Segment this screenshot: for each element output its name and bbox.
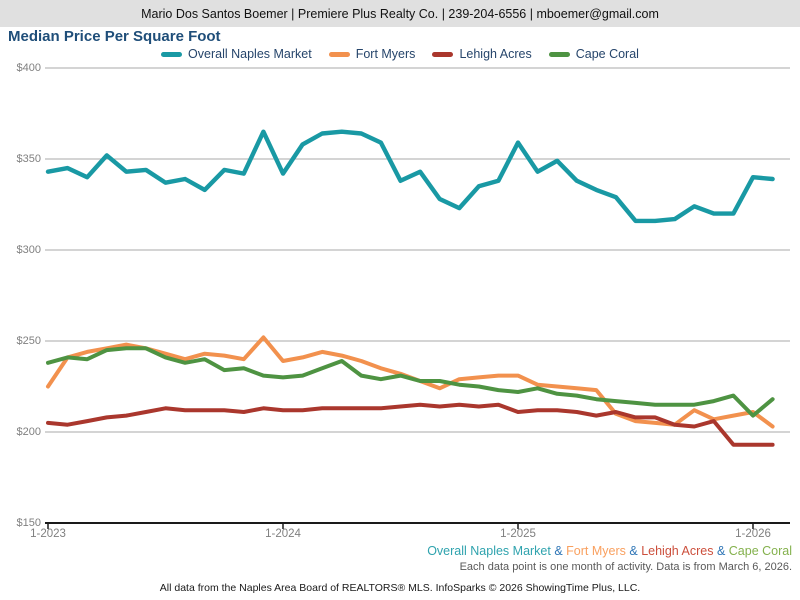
- legend-label: Fort Myers: [355, 47, 416, 61]
- series-line-overall-naples-market[interactable]: [45, 129, 775, 224]
- footer-series-cape-coral: Cape Coral: [728, 544, 792, 558]
- series-line-lehigh-acres[interactable]: [46, 402, 775, 447]
- agent-contact-text: Mario Dos Santos Boemer | Premiere Plus …: [141, 6, 659, 21]
- footer-series-fort-myers: Fort Myers: [566, 544, 626, 558]
- y-axis-label: $150: [16, 517, 41, 529]
- footer-separator: &: [550, 544, 567, 558]
- y-axis-label: $350: [16, 153, 41, 165]
- series-line-fort-myers[interactable]: [46, 335, 775, 429]
- footer-series-overall-naples-market: Overall Naples Market: [427, 544, 551, 558]
- y-axis-label: $300: [16, 244, 41, 256]
- y-axis-label: $250: [16, 335, 41, 347]
- footer-note: Each data point is one month of activity…: [459, 561, 792, 573]
- y-axis-label: $400: [16, 62, 41, 74]
- agent-contact-header: Mario Dos Santos Boemer | Premiere Plus …: [0, 0, 800, 27]
- y-axis-label: $200: [16, 426, 41, 438]
- legend: Overall Naples Market Fort Myers Lehigh Ac…: [0, 46, 800, 62]
- legend-item-overall-naples-market[interactable]: Overall Naples Market: [161, 47, 312, 61]
- legend-item-fort-myers[interactable]: Fort Myers: [328, 47, 416, 61]
- legend-label: Cape Coral: [575, 47, 639, 61]
- legend-label: Lehigh Acres: [459, 47, 532, 61]
- chart-title: Median Price Per Square Foot: [8, 28, 221, 45]
- x-axis-label: 1-2024: [265, 528, 301, 540]
- legend-label: Overall Naples Market: [188, 47, 312, 61]
- x-axis-label: 1-2025: [500, 528, 536, 540]
- x-axis-label: 1-2023: [30, 528, 66, 540]
- footer-separator: &: [713, 544, 729, 558]
- footer-series-lehigh-acres: Lehigh Acres: [641, 544, 714, 558]
- x-axis-label: 1-2026: [735, 528, 771, 540]
- series-line-cape-coral[interactable]: [46, 346, 775, 418]
- legend-item-lehigh-acres[interactable]: Lehigh Acres: [432, 47, 532, 61]
- lehigh-acres-swatch-icon: [432, 51, 454, 57]
- footer-series-names: Overall Naples Market & Fort Myers & Leh…: [427, 544, 792, 559]
- overall-naples-market-swatch-icon: [161, 51, 183, 57]
- legend-item-cape-coral[interactable]: Cape Coral: [548, 47, 639, 61]
- attribution-text: All data from the Naples Area Board of R…: [159, 582, 641, 594]
- cape-coral-swatch-icon: [548, 51, 570, 57]
- footer-separator: &: [625, 544, 642, 558]
- fort-myers-swatch-icon: [328, 51, 350, 57]
